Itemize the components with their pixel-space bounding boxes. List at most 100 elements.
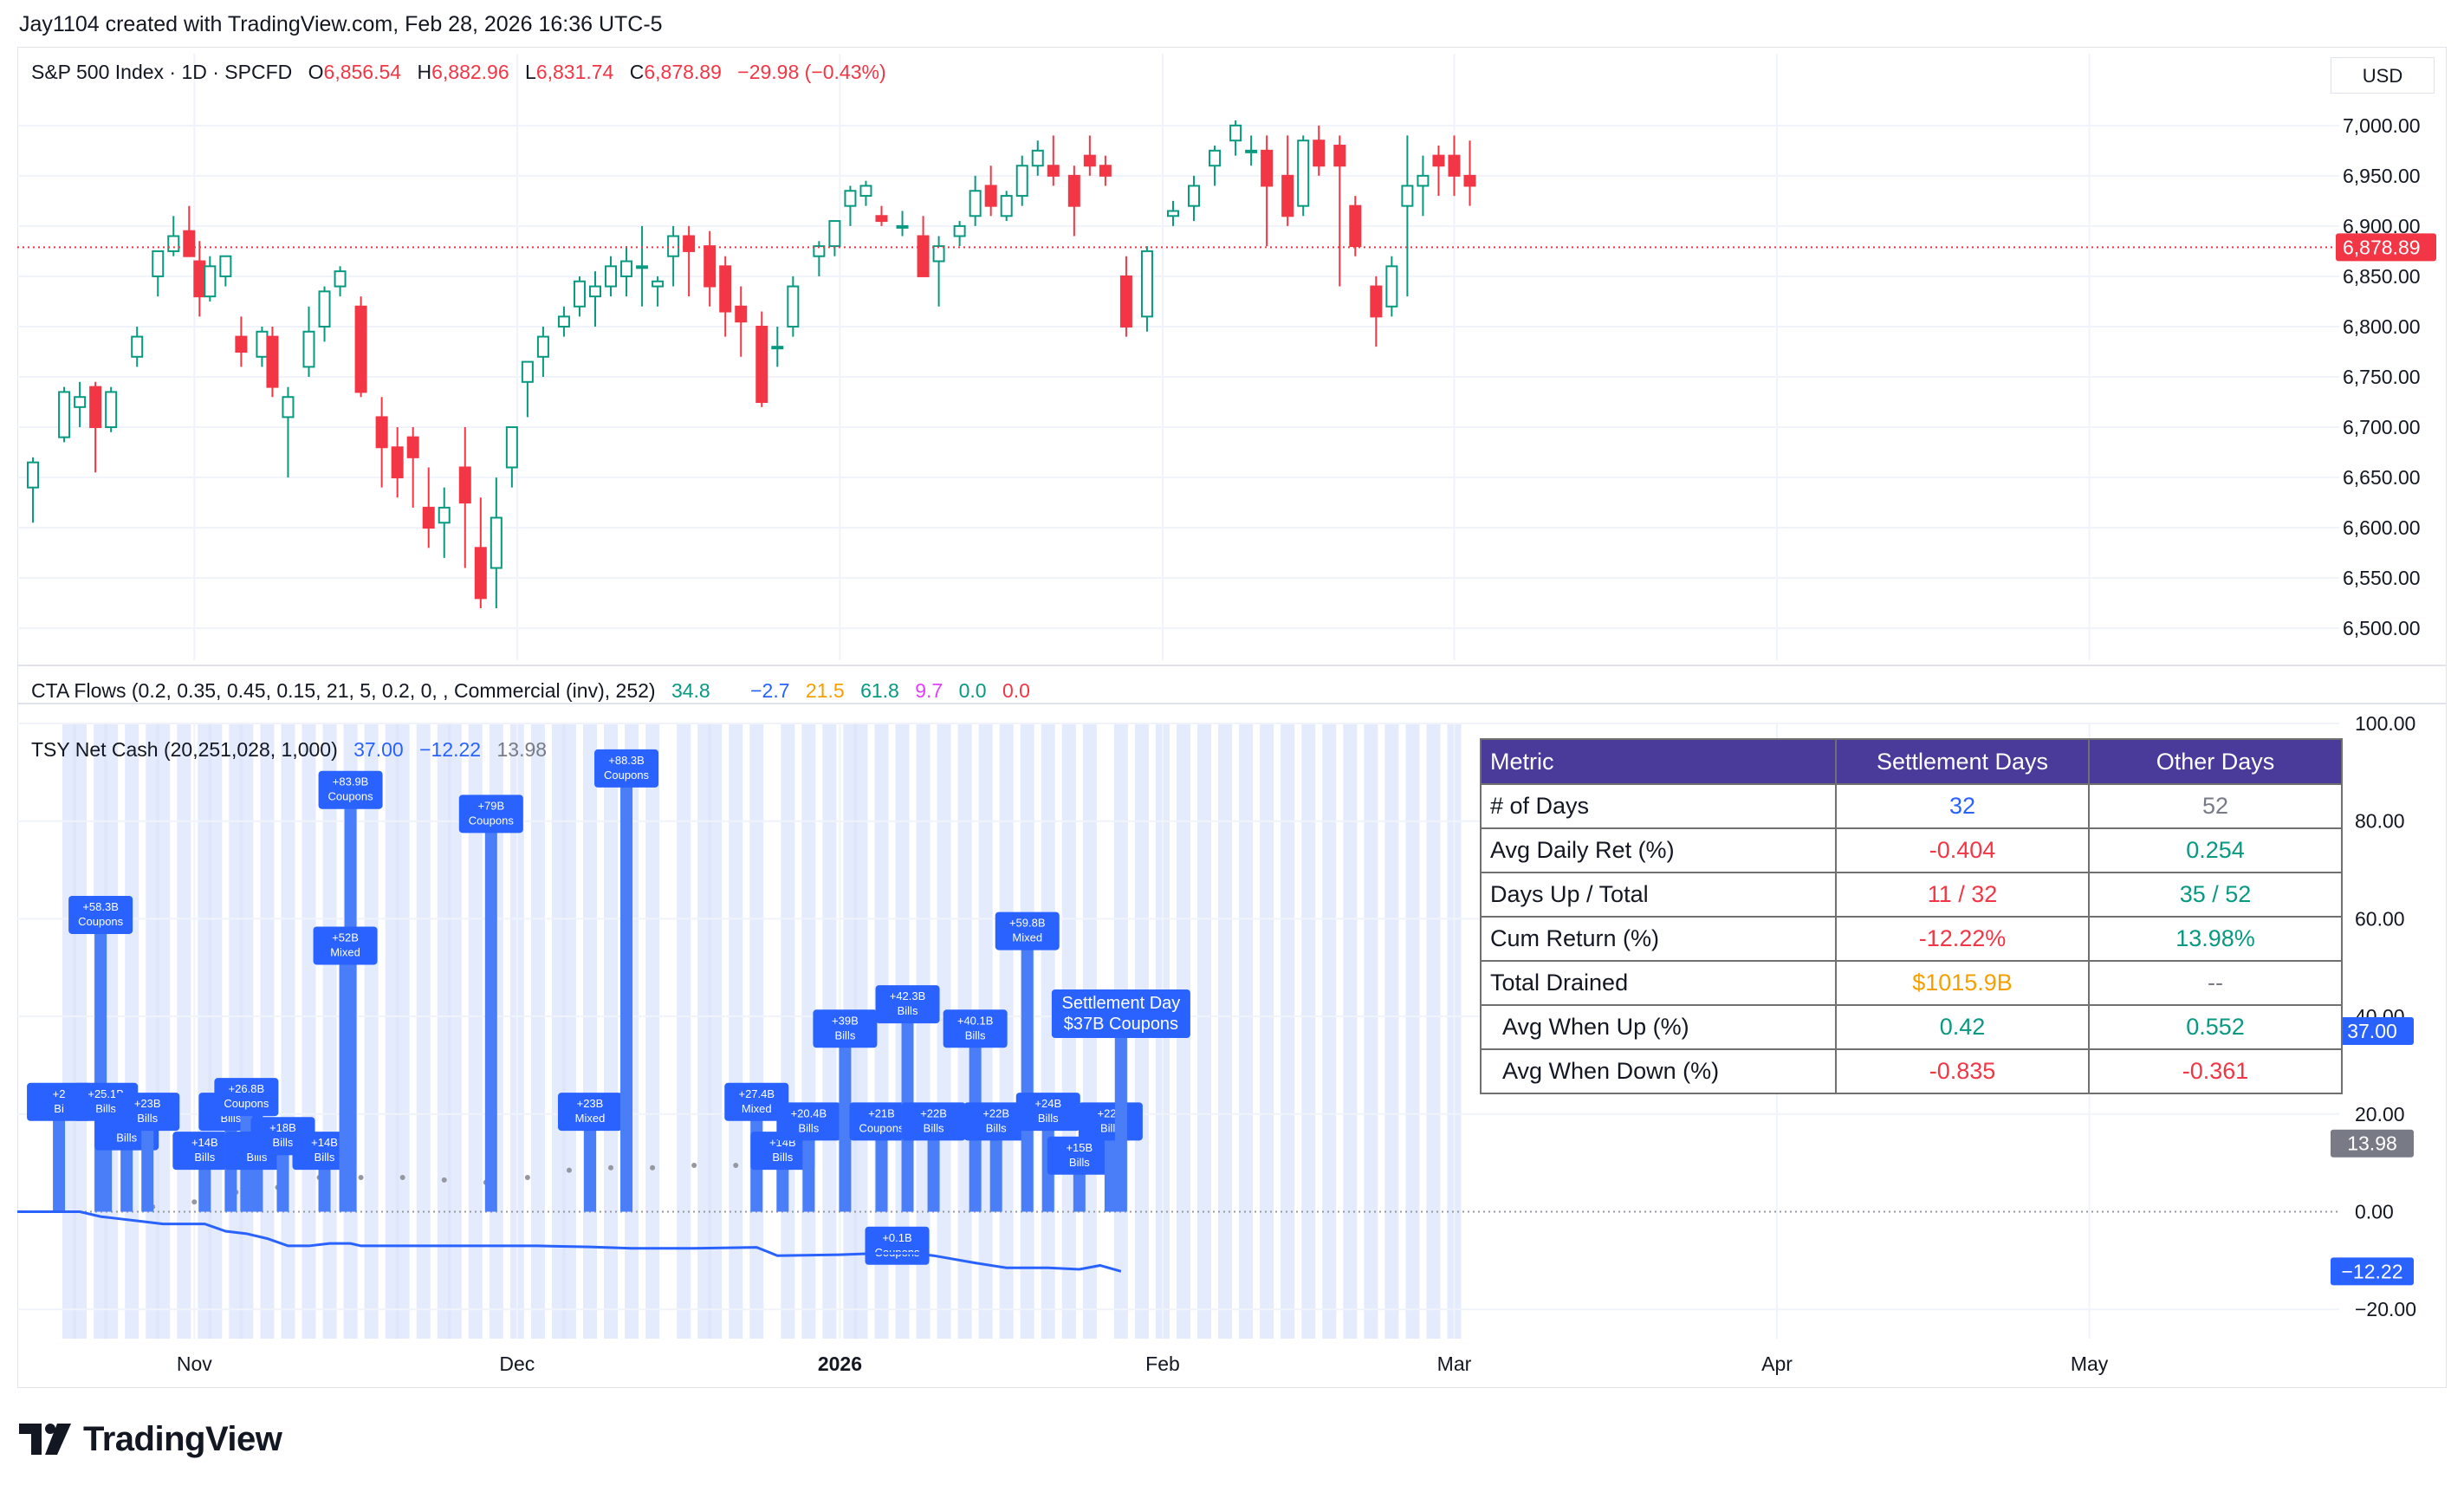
symbol-title[interactable]: S&P 500 Index · 1D · SPCFD <box>31 61 293 83</box>
candle-body <box>1229 124 1242 142</box>
settlement-band <box>416 723 431 1339</box>
callout-label: +21B <box>868 1106 895 1119</box>
callout-box <box>1047 1136 1112 1175</box>
settlement-cell: -0.404 <box>1835 827 2090 873</box>
open-value: 6,856.54 <box>323 61 402 83</box>
other-days-dot <box>608 1164 614 1171</box>
settlement-band <box>729 723 743 1339</box>
candle-body <box>557 315 570 328</box>
high-value: 6,882.96 <box>431 61 509 83</box>
net-cash-bar <box>802 1133 815 1212</box>
settlement-band <box>1218 723 1233 1339</box>
candle-body <box>354 305 367 393</box>
table-row: Cum Return (%) -12.22% 13.98% <box>1480 916 2343 962</box>
settlement-band <box>697 723 712 1339</box>
candle-down <box>683 225 696 297</box>
currency-button[interactable]: USD <box>2331 57 2435 94</box>
cta-legend: CTA Flows (0.2, 0.35, 0.45, 0.15, 21, 5,… <box>31 679 1041 703</box>
candle-body <box>636 265 649 269</box>
candle-body <box>953 224 966 237</box>
table-row: # of Days 32 52 <box>1480 783 2343 829</box>
time-axis-tick: Apr <box>1761 1353 1793 1375</box>
candle-body <box>204 265 217 298</box>
callout-label: Bills <box>898 1004 918 1017</box>
candle-down <box>474 497 487 608</box>
candle-body <box>58 391 71 438</box>
net-cash-callout: +21B Coupons <box>849 1102 914 1141</box>
candle-up <box>1000 191 1013 222</box>
callout-label: +2 <box>53 1087 66 1100</box>
candle-up <box>1401 135 1414 297</box>
net-cash-bar <box>1104 1133 1117 1212</box>
settlement-band <box>1281 723 1295 1339</box>
net-cash-bar <box>1073 1167 1086 1212</box>
net-cash-bar <box>339 957 352 1212</box>
net-cash-bar <box>250 1163 263 1212</box>
callout-box <box>875 985 940 1024</box>
candle-down <box>375 397 388 488</box>
callout-box <box>963 1102 1028 1141</box>
candle-up <box>828 220 841 256</box>
table-row: Avg When Up (%) 0.42 0.552 <box>1480 1004 2343 1050</box>
settlement-band <box>322 723 337 1339</box>
candle-body <box>917 235 930 277</box>
low-value: 6,831.74 <box>535 61 614 83</box>
candle-body <box>27 461 40 489</box>
candle-body <box>620 260 633 277</box>
metric-cell: Cum Return (%) <box>1480 916 1837 962</box>
callout-label: +23B <box>134 1097 161 1110</box>
candle-up <box>588 271 601 327</box>
metric-cell: Days Up / Total <box>1480 872 1837 918</box>
settlement-cell: -12.22% <box>1835 916 2090 962</box>
table-row: Days Up / Total 11 / 32 35 / 52 <box>1480 872 2343 918</box>
callout-label: +40.1B <box>957 1014 994 1027</box>
candle-body <box>74 396 87 408</box>
net-cash-callout: +27.4B Mixed <box>724 1082 789 1121</box>
settlement-band <box>551 723 566 1339</box>
callout-label: +59.8B <box>1009 917 1046 930</box>
tradingview-logo[interactable]: TradingView <box>19 1417 282 1461</box>
chart-credit: Jay1104 created with TradingView.com, Fe… <box>19 12 663 36</box>
tradingview-logo-icon <box>19 1424 71 1455</box>
candle-down <box>1333 135 1346 287</box>
candle-body <box>704 245 717 288</box>
settlement-band <box>561 723 576 1339</box>
candle-body <box>771 346 784 350</box>
net-cash-bar <box>839 1041 852 1212</box>
tsy-title[interactable]: TSY Net Cash (20,251,028, 1,000) <box>31 738 338 761</box>
candle-down <box>1261 135 1274 247</box>
net-cash-callout: +24B Bills <box>1015 1093 1080 1132</box>
candle-body <box>932 245 945 263</box>
candle-up <box>605 256 618 297</box>
price-axis-tick: 6,650.00 <box>2343 466 2421 489</box>
candle-up <box>505 426 518 488</box>
candle-down <box>406 427 419 508</box>
net-cash-bar <box>53 1113 66 1212</box>
net-cash-callout: +14B Bills <box>172 1132 237 1171</box>
candle-down <box>1432 146 1445 197</box>
candle-body <box>1166 210 1179 217</box>
table-row: Avg Daily Ret (%) -0.404 0.254 <box>1480 827 2343 873</box>
table-row: Avg When Down (%) -0.835 -0.361 <box>1480 1048 2343 1094</box>
candle-body <box>1401 185 1414 207</box>
open-label: O <box>308 61 324 83</box>
candle-body <box>1261 149 1274 187</box>
other-days-dot <box>650 1164 656 1171</box>
net-cash-callout: +83.9B Coupons <box>318 770 383 809</box>
chart-frame[interactable] <box>17 47 2447 1388</box>
callout-label: +14B <box>191 1136 218 1149</box>
callout-label: +20.4B <box>791 1106 827 1119</box>
candle-body <box>1047 165 1060 177</box>
price-axis-tick: 6,950.00 <box>2343 165 2421 187</box>
candle-up <box>1229 120 1242 156</box>
high-label: H <box>417 61 432 83</box>
stats-header-row: Metric Settlement Days Other Days <box>1480 738 2343 785</box>
metric-cell: Total Drained <box>1480 960 1837 1006</box>
flow-value-badge <box>2331 1129 2414 1158</box>
callout-box <box>214 1078 279 1117</box>
cta-title[interactable]: CTA Flows (0.2, 0.35, 0.45, 0.15, 21, 5,… <box>31 679 656 702</box>
